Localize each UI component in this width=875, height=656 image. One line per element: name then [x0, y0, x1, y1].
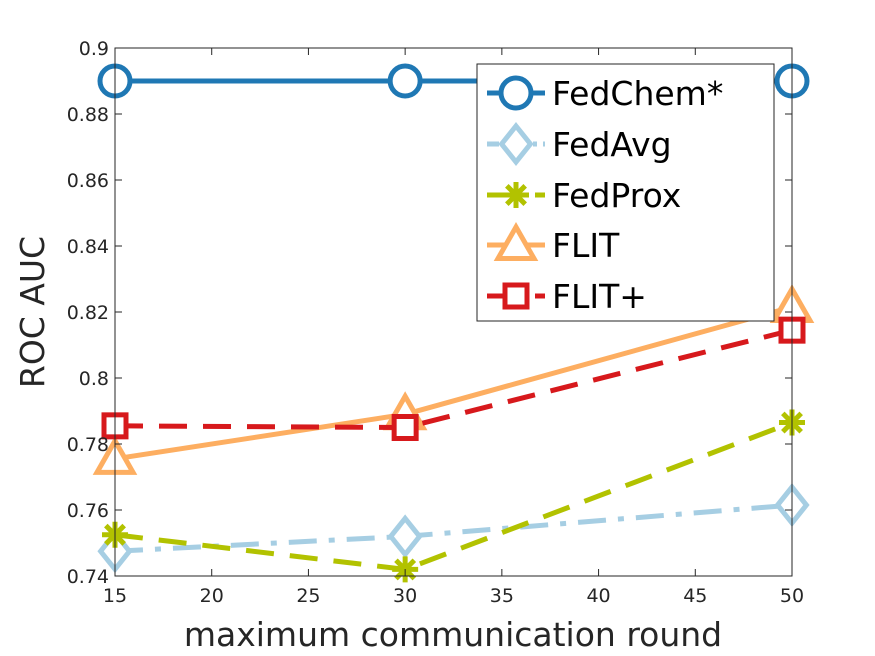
data-point-flit: [391, 414, 419, 441]
legend-item-fedavg: FedAvg: [487, 121, 672, 167]
legend-marker-fedavg: [498, 121, 534, 167]
legend-label-flit: FLIT: [552, 226, 620, 265]
y-tick-label: 0.78: [67, 434, 109, 456]
series-line-fedprox: [114, 420, 793, 572]
x-axis-label: maximum communication round: [184, 615, 722, 654]
x-tick-label: 15: [103, 585, 127, 607]
y-axis-label: ROC AUC: [13, 236, 52, 388]
x-tick-label: 35: [490, 585, 514, 607]
x-tick-label: 25: [296, 585, 320, 607]
y-tick-label: 0.76: [67, 500, 109, 522]
legend-label-fedavg: FedAvg: [552, 125, 672, 164]
legend: FedChem* FedAvg FedProx FLIT FLIT+: [476, 63, 775, 322]
legend-label-fedprox: FedProx: [552, 176, 681, 215]
legend-marker-flit: [502, 282, 530, 310]
y-tick-label: 0.9: [79, 38, 109, 60]
legend-item-flit: FLIT: [487, 221, 620, 265]
legend-items: FedChem* FedAvg FedProx FLIT FLIT+: [487, 74, 723, 316]
legend-item-fedchem: FedChem*: [487, 74, 723, 113]
x-tick-label: 50: [780, 585, 804, 607]
data-point-fedchem: [387, 63, 423, 99]
tick-layer: 15 20 25 30 35 40 45 50 0.74 0.76 0.78 0.8 0.82 0.84 0…: [67, 38, 804, 607]
legend-label-flit: FLIT+: [552, 277, 647, 316]
y-tick-label: 0.84: [67, 236, 109, 258]
data-point-fedavg: [387, 514, 423, 559]
legend-item-fedprox: FedProx: [487, 176, 681, 215]
y-tick-label: 0.82: [67, 302, 109, 324]
y-tick-label: 0.86: [67, 170, 109, 192]
y-tick-label: 0.8: [79, 368, 109, 390]
legend-item-flit: FLIT+: [487, 277, 647, 316]
legend-marker-flit: [493, 221, 539, 261]
x-tick-label: 45: [683, 585, 707, 607]
legend-marker-fedprox: [503, 182, 529, 208]
x-tick-label: 20: [200, 585, 224, 607]
x-tick-label: 30: [393, 585, 417, 607]
y-tick-label: 0.74: [67, 566, 109, 588]
legend-label-fedchem: FedChem*: [552, 74, 723, 113]
x-tick-label: 40: [586, 585, 610, 607]
legend-marker-fedchem: [498, 75, 534, 111]
y-tick-label: 0.88: [67, 104, 109, 126]
